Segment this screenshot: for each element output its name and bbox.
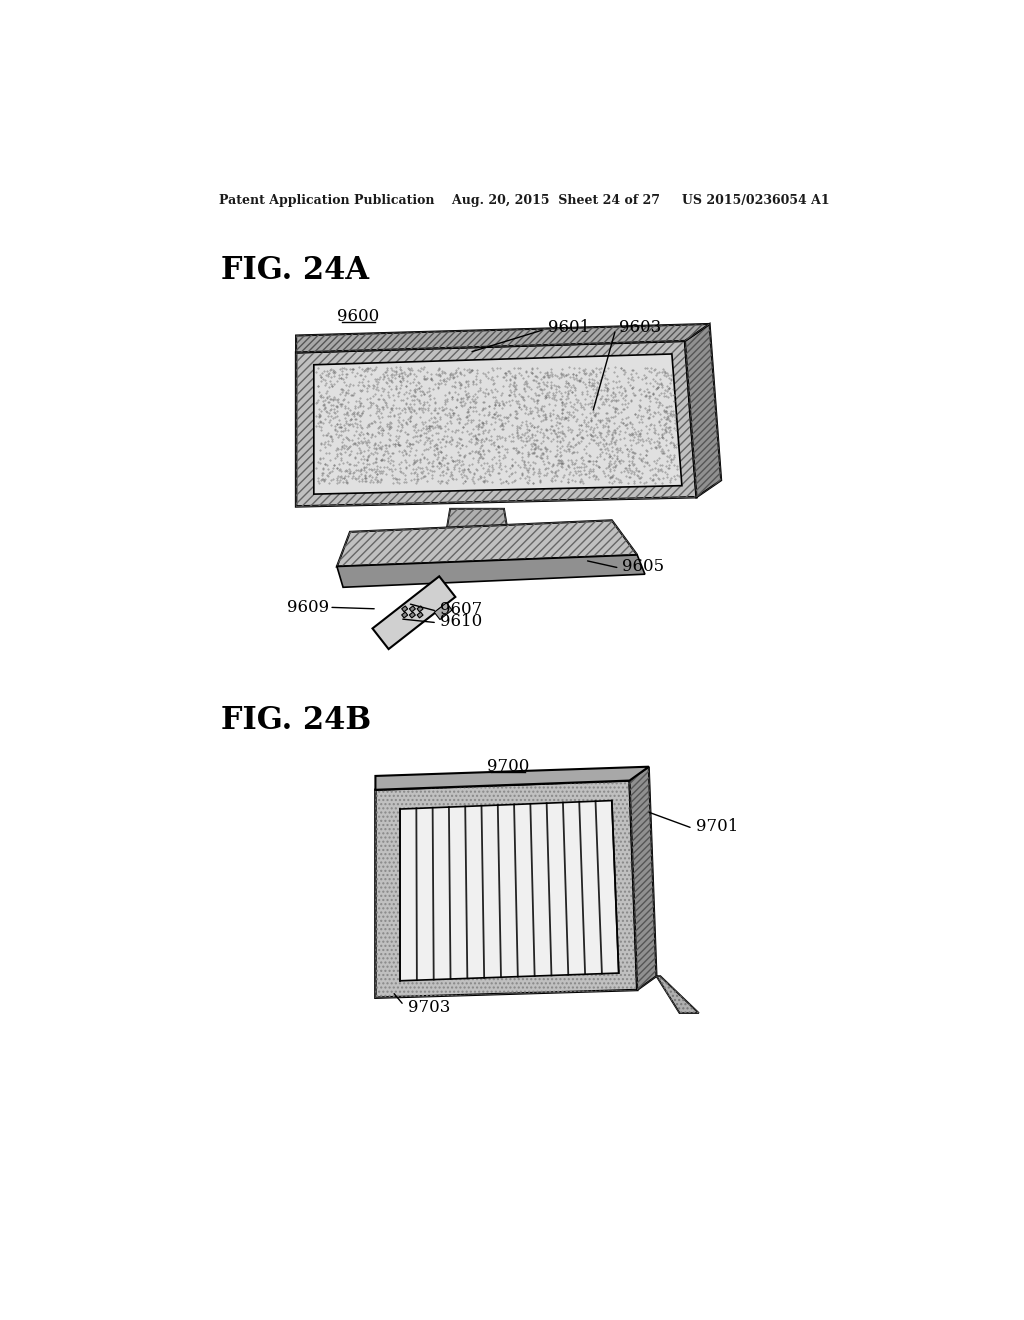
Polygon shape xyxy=(685,323,721,498)
Polygon shape xyxy=(410,612,416,618)
Text: 9600: 9600 xyxy=(337,308,379,325)
Text: 9605: 9605 xyxy=(622,558,664,576)
Polygon shape xyxy=(417,612,423,618)
Polygon shape xyxy=(401,606,408,611)
Polygon shape xyxy=(400,800,618,981)
Polygon shape xyxy=(446,508,508,532)
Polygon shape xyxy=(376,780,637,998)
Text: 9601: 9601 xyxy=(548,319,590,337)
Polygon shape xyxy=(337,554,645,587)
Text: Patent Application Publication    Aug. 20, 2015  Sheet 24 of 27     US 2015/0236: Patent Application Publication Aug. 20, … xyxy=(219,194,830,207)
Polygon shape xyxy=(376,767,649,789)
Polygon shape xyxy=(434,603,452,619)
Polygon shape xyxy=(417,606,423,611)
Text: 9609: 9609 xyxy=(287,599,330,616)
Polygon shape xyxy=(630,767,656,990)
Polygon shape xyxy=(373,577,456,649)
Polygon shape xyxy=(313,354,682,494)
Polygon shape xyxy=(296,341,696,507)
Polygon shape xyxy=(337,520,637,566)
Text: 9610: 9610 xyxy=(440,612,482,630)
Polygon shape xyxy=(401,612,408,618)
Polygon shape xyxy=(410,606,416,611)
Text: 9607: 9607 xyxy=(440,601,482,618)
Text: 9603: 9603 xyxy=(618,319,660,337)
Text: 9703: 9703 xyxy=(408,999,451,1016)
Polygon shape xyxy=(296,323,710,352)
Text: 9700: 9700 xyxy=(486,758,529,775)
Polygon shape xyxy=(656,977,698,1014)
Text: 9701: 9701 xyxy=(695,818,738,836)
Text: FIG. 24B: FIG. 24B xyxy=(221,705,372,737)
Text: FIG. 24A: FIG. 24A xyxy=(221,255,370,285)
